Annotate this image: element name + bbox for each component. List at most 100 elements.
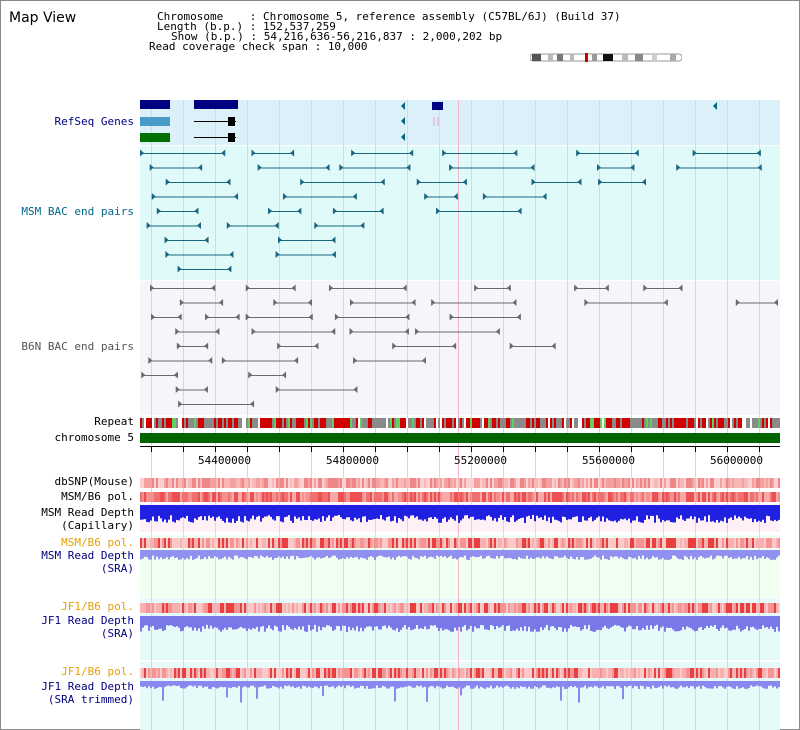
track-label-msm-bac[interactable]: MSM BAC end pairs [21, 205, 134, 218]
msm-depth-sra-bar [176, 550, 178, 558]
repeat-segment [506, 418, 508, 428]
track-label-dbsnp[interactable]: dbSNP(Mouse) [54, 475, 134, 488]
msm-depth-capillary-bar [258, 505, 260, 516]
track-label-repeat[interactable]: Repeat [94, 415, 134, 428]
jf1-pol-cell [422, 603, 424, 613]
repeat-segment [188, 418, 190, 428]
track-label-refseq[interactable]: RefSeq Genes [54, 115, 134, 128]
repeat-segment [300, 418, 302, 428]
repeat-segment [458, 418, 460, 428]
msm-pol-sra-cell [216, 538, 218, 548]
msm-pol-cell [202, 492, 204, 502]
chromosome-ideogram[interactable] [530, 53, 682, 62]
msm-pol-cell [326, 492, 328, 502]
dbsnp-cell [570, 478, 572, 488]
msm-depth-capillary-bar [480, 505, 482, 520]
track-label-b6n-bac[interactable]: B6N BAC end pairs [21, 340, 134, 353]
jf1-pol-trim-cell [374, 668, 376, 678]
jf1-pol-cell [484, 603, 486, 613]
msm-depth-sra-bar [228, 550, 230, 557]
jf1-depth-sra-bar [408, 616, 410, 627]
jf1-pol-trim-cell [664, 668, 666, 678]
msm-depth-sra-bar [208, 550, 210, 557]
jf1-pol-cell [766, 603, 768, 613]
dbsnp-cell [214, 478, 216, 488]
msm-pol-cell [418, 492, 420, 502]
dbsnp-cell [338, 478, 340, 488]
msm-pol-sra-cell [538, 538, 540, 548]
msm-pol-cell [760, 492, 762, 502]
jf1-depth-trimmed-bar [682, 681, 684, 688]
dbsnp-cell [574, 478, 576, 488]
jf1-pol-trim-cell [498, 668, 500, 678]
track-label-jf1-depth-trimmed[interactable]: JF1 Read Depth [41, 680, 134, 693]
repeat-segment [350, 418, 352, 428]
dbsnp-cell [164, 478, 166, 488]
jf1-depth-trimmed-bar [238, 681, 240, 687]
msm-pol-sra-cell [308, 538, 310, 548]
b6n-bac-end [150, 284, 155, 292]
jf1-depth-trimmed-bar [710, 681, 712, 689]
jf1-depth-sra-bar [614, 616, 616, 625]
msm-depth-capillary-bar [470, 505, 472, 517]
msm-depth-capillary-bar [380, 505, 382, 516]
jf1-pol-trim-cell [472, 668, 474, 678]
jf1-depth-sra-bar [584, 616, 586, 626]
jf1-depth-sra-bar [254, 616, 256, 629]
jf1-depth-sra-bar [608, 616, 610, 629]
repeat-segment [678, 418, 680, 428]
track-label-msm-depth-sra[interactable]: MSM Read Depth [41, 549, 134, 562]
track-label-msm-b6-pol[interactable]: MSM/B6 pol. [61, 490, 134, 503]
repeat-segment [292, 418, 294, 428]
msm-depth-sra-bar [164, 550, 166, 559]
msm-bac-end [424, 193, 429, 200]
jf1-pol-trim-cell [322, 668, 324, 678]
msm-pol-sra-cell [582, 538, 584, 548]
jf1-pol-cell [220, 603, 222, 613]
dbsnp-cell [282, 478, 284, 488]
jf1-pol-cell [512, 603, 514, 613]
jf1-pol-trim-cell [288, 668, 290, 678]
jf1-pol-cell [198, 603, 200, 613]
dbsnp-cell [722, 478, 724, 488]
msm-depth-capillary-bar [514, 505, 516, 522]
jf1-depth-trimmed-bar [668, 681, 670, 686]
msm-pol-cell [516, 492, 518, 502]
jf1-depth-sra-bar [198, 616, 200, 629]
track-label-jf1-b6-pol[interactable]: JF1/B6 pol. [61, 600, 134, 613]
track-label-jf1-depth-sra[interactable]: JF1 Read Depth [41, 614, 134, 627]
repeat-segment [726, 418, 728, 428]
jf1-depth-trimmed-bar [356, 681, 358, 688]
msm-depth-sra-bar [408, 550, 410, 559]
msm-depth-capillary-bar [354, 505, 356, 518]
msm-bac-end [406, 164, 411, 171]
jf1-depth-trimmed-bar [290, 681, 292, 687]
msm-pol-cell [582, 492, 584, 502]
msm-pol-cell [246, 492, 248, 502]
track-label-jf1-b6-pol-2[interactable]: JF1/B6 pol. [61, 665, 134, 678]
dbsnp-cell [778, 478, 780, 488]
track-label-msm-b6-pol-sra[interactable]: MSM/B6 pol. [61, 536, 134, 549]
msm-depth-sra-bar [606, 550, 608, 560]
jf1-pol-cell [310, 603, 312, 613]
msm-depth-sra-bar [684, 550, 686, 556]
track-label-msm-depth-capillary[interactable]: MSM Read Depth [41, 506, 134, 519]
msm-depth-sra-bar [744, 550, 746, 559]
b6n-bac-end [474, 284, 479, 292]
msm-bac-end [442, 149, 447, 157]
msm-pol-cell [638, 492, 640, 502]
msm-pol-sra-cell [548, 538, 550, 548]
jf1-depth-sra-bar [676, 616, 678, 632]
repeat-segment [584, 418, 586, 428]
dbsnp-cell [344, 478, 346, 488]
msm-pol-cell [294, 492, 296, 502]
jf1-pol-cell [172, 603, 174, 613]
msm-depth-capillary-bar [586, 505, 588, 521]
jf1-pol-cell [462, 603, 464, 613]
track-label-chromosome[interactable]: chromosome 5 [54, 431, 134, 444]
jf1-depth-sra-bar [596, 616, 598, 630]
jf1-depth-trimmed-bar [472, 681, 474, 689]
jf1-depth-trimmed-bar [728, 681, 730, 687]
jf1-pol-trim-cell [312, 668, 314, 678]
msm-depth-capillary-bar [580, 505, 582, 522]
